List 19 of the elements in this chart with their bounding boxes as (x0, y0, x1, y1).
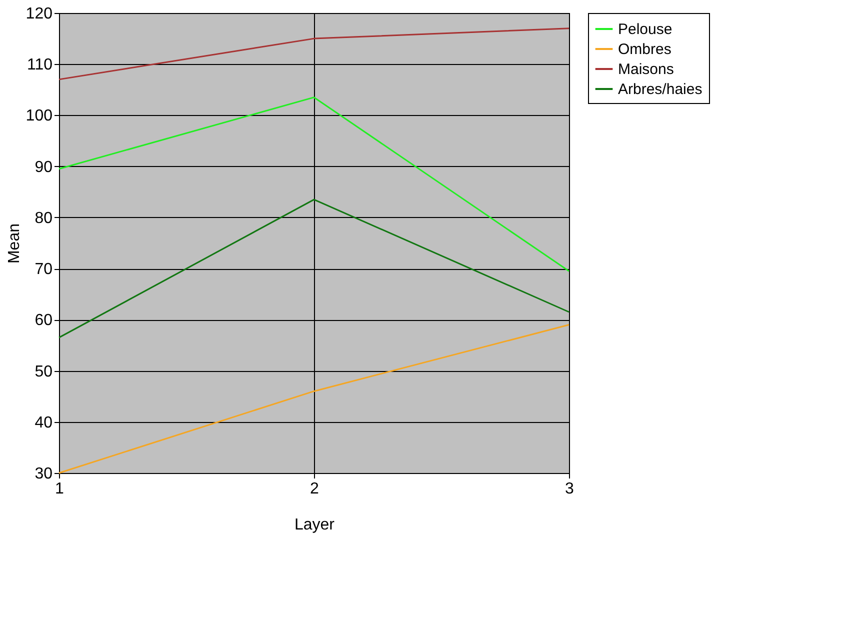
y-tick-label: 120 (26, 6, 53, 22)
legend-label: Arbres/haies (618, 81, 702, 98)
x-tick-label: 1 (55, 480, 64, 498)
y-tick-label: 60 (34, 312, 53, 330)
y-axis-title: Mean (6, 223, 23, 264)
y-tick-label: 30 (34, 466, 53, 482)
x-axis-title: Layer (294, 516, 336, 534)
y-tick-label: 40 (34, 414, 53, 432)
y-tick-label: 90 (34, 158, 53, 176)
legend-label: Maisons (618, 61, 674, 78)
y-tick-label: 100 (26, 108, 53, 125)
y-tick-label: 50 (34, 363, 53, 380)
y-tick-label: 70 (34, 261, 53, 278)
x-tick-label: 3 (565, 480, 574, 498)
legend-label: Pelouse (618, 21, 672, 38)
legend-label: Ombres (618, 41, 672, 58)
y-tick-label: 80 (34, 210, 53, 227)
x-tick-label: 2 (310, 480, 320, 498)
y-tick-label: 110 (26, 56, 53, 74)
